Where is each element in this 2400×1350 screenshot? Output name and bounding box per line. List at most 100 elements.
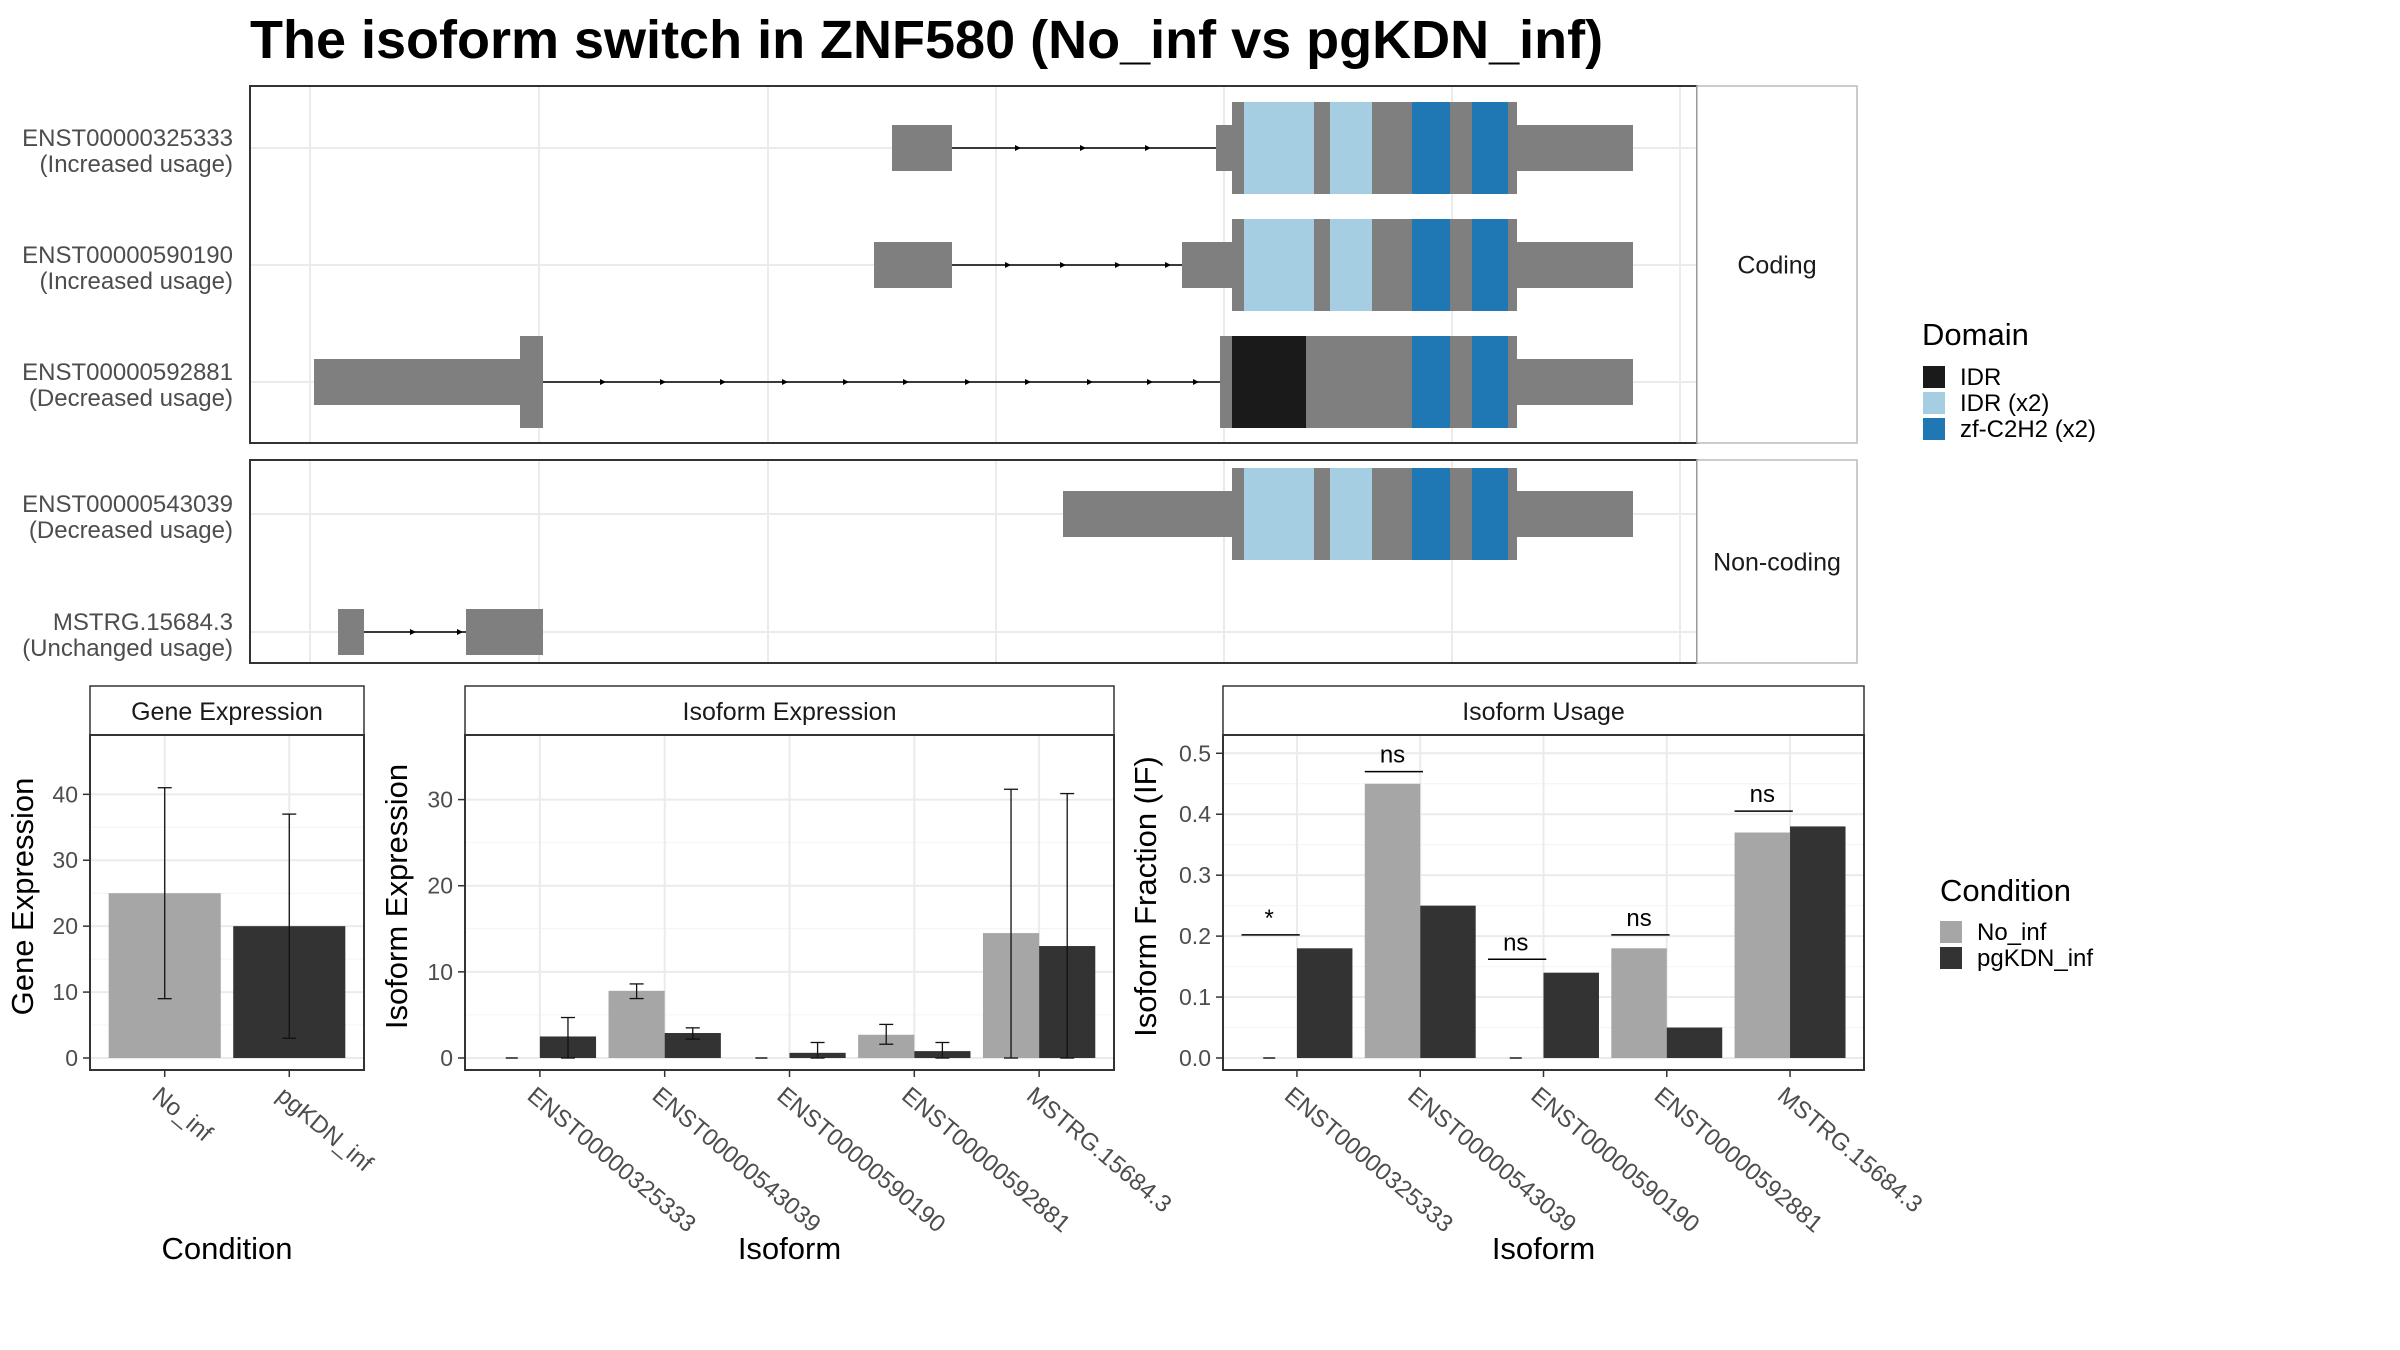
data-bar — [1364, 783, 1421, 1058]
panel-strip — [1222, 685, 1865, 736]
domain-legend-label: IDR — [1960, 364, 2001, 391]
facet-label-coding: Coding — [1737, 252, 1816, 280]
intron-arrow — [410, 629, 416, 635]
coding-exon — [1232, 219, 1244, 311]
condition-legend-label: No_inf — [1977, 919, 2047, 946]
coding-exon — [1372, 102, 1412, 194]
significance-label: ns — [1750, 781, 1775, 808]
isoform-label: ENST00000590190 — [22, 242, 233, 269]
domain-idr-x2- — [1244, 219, 1314, 311]
panel-title: Isoform Usage — [1462, 698, 1625, 726]
data-bar — [1790, 826, 1846, 1058]
domain-zf-c2h2-x2- — [1412, 336, 1450, 428]
x-tick-label: No_inf — [147, 1082, 218, 1147]
facet-strip — [1696, 85, 1858, 444]
coding-exon — [1508, 468, 1517, 560]
domain-legend-swatch — [1923, 366, 1945, 388]
coding-exon — [1508, 336, 1517, 428]
coding-exon — [1306, 336, 1412, 428]
x-axis-title: Condition — [162, 1231, 293, 1266]
isoform-usage-label: (Increased usage) — [40, 268, 233, 295]
condition-legend-swatch — [1940, 947, 1962, 969]
x-tick-label: pgKDN_inf — [271, 1082, 378, 1178]
domain-zf-c2h2-x2- — [1412, 468, 1450, 560]
data-bar — [1420, 905, 1476, 1058]
y-tick-label: 0.2 — [1179, 923, 1211, 949]
coding-exon — [1450, 336, 1472, 428]
coding-exon — [1314, 102, 1330, 194]
intron-arrow — [600, 379, 606, 385]
significance-label: ns — [1503, 929, 1528, 956]
coding-exon — [1508, 219, 1517, 311]
isoform-usage-label: (Decreased usage) — [29, 517, 233, 544]
domain-zf-c2h2-x2- — [1472, 468, 1508, 560]
utr-exon — [466, 609, 543, 655]
intron-arrow — [1080, 145, 1086, 151]
domain-zf-c2h2-x2- — [1472, 219, 1508, 311]
isoform-usage-label: (Decreased usage) — [29, 385, 233, 412]
condition-legend-title: Condition — [1940, 873, 2071, 908]
panel-strip — [89, 685, 365, 736]
isoform-label: ENST00000592881 — [22, 359, 233, 386]
intron-arrow — [1025, 379, 1031, 385]
intron-arrow — [1060, 262, 1066, 268]
coding-exon — [1372, 219, 1412, 311]
coding-exon — [1372, 468, 1412, 560]
intron-arrow — [457, 629, 463, 635]
condition-legend-label: pgKDN_inf — [1977, 945, 2093, 972]
domain-zf-c2h2-x2- — [1412, 102, 1450, 194]
isoform-label: ENST00000325333 — [22, 125, 233, 152]
y-tick-label: 10 — [427, 959, 453, 985]
significance-label: ns — [1626, 905, 1651, 932]
isoform-usage-label: (Increased usage) — [40, 151, 233, 178]
coding-exon — [1220, 336, 1232, 428]
panel-title: Isoform Expression — [683, 698, 897, 726]
coding-exon — [1508, 102, 1517, 194]
data-bar — [1734, 832, 1791, 1058]
significance-label: * — [1265, 905, 1274, 932]
y-tick-label: 30 — [427, 787, 453, 813]
domain-zf-c2h2-x2- — [1412, 219, 1450, 311]
coding-exon — [1314, 468, 1330, 560]
panel-strip — [464, 685, 1115, 736]
y-tick-label: 0.3 — [1179, 862, 1211, 888]
intron-arrow — [1145, 145, 1151, 151]
y-tick-label: 0 — [440, 1045, 453, 1071]
y-tick-label: 0.0 — [1179, 1045, 1211, 1071]
domain-legend-title: Domain — [1922, 317, 2029, 352]
data-bar — [608, 990, 665, 1058]
intron-arrow — [903, 379, 909, 385]
coding-exon — [1232, 102, 1244, 194]
coding-exon — [1450, 468, 1472, 560]
utr-exon — [314, 359, 520, 405]
intron-arrow — [1165, 262, 1171, 268]
coding-exon — [1232, 468, 1244, 560]
intron-arrow — [720, 379, 726, 385]
y-tick-label: 0 — [65, 1045, 78, 1071]
y-tick-label: 10 — [52, 979, 78, 1005]
intron-arrow — [1115, 262, 1121, 268]
y-tick-label: 0.5 — [1179, 740, 1211, 766]
domain-idr-x2- — [1330, 468, 1372, 560]
utr-exon — [1182, 242, 1232, 288]
domain-legend-label: zf-C2H2 (x2) — [1960, 416, 2096, 443]
y-tick-label: 0.1 — [1179, 984, 1211, 1010]
domain-idr-x2- — [1330, 219, 1372, 311]
utr-exon — [892, 125, 952, 171]
intron-arrow — [965, 379, 971, 385]
data-bar — [1611, 948, 1667, 1058]
intron-arrow — [1005, 262, 1011, 268]
utr-exon — [874, 242, 952, 288]
y-tick-label: 20 — [427, 873, 453, 899]
intron-arrow — [1015, 145, 1021, 151]
isoform-usage-panel: Isoform Usage * ns ns ns ns 0.0 0.1 0.2 0.3 0.4 0.5… — [1128, 685, 1927, 1266]
intron-arrow — [1147, 379, 1153, 385]
domain-idr-x2- — [1244, 468, 1314, 560]
facet-label-non-coding: Non-coding — [1713, 549, 1841, 577]
data-bar — [1543, 972, 1599, 1058]
domain-legend-label: IDR (x2) — [1960, 390, 2049, 417]
y-tick-label: 0.4 — [1179, 801, 1211, 827]
data-bar — [1296, 948, 1353, 1058]
